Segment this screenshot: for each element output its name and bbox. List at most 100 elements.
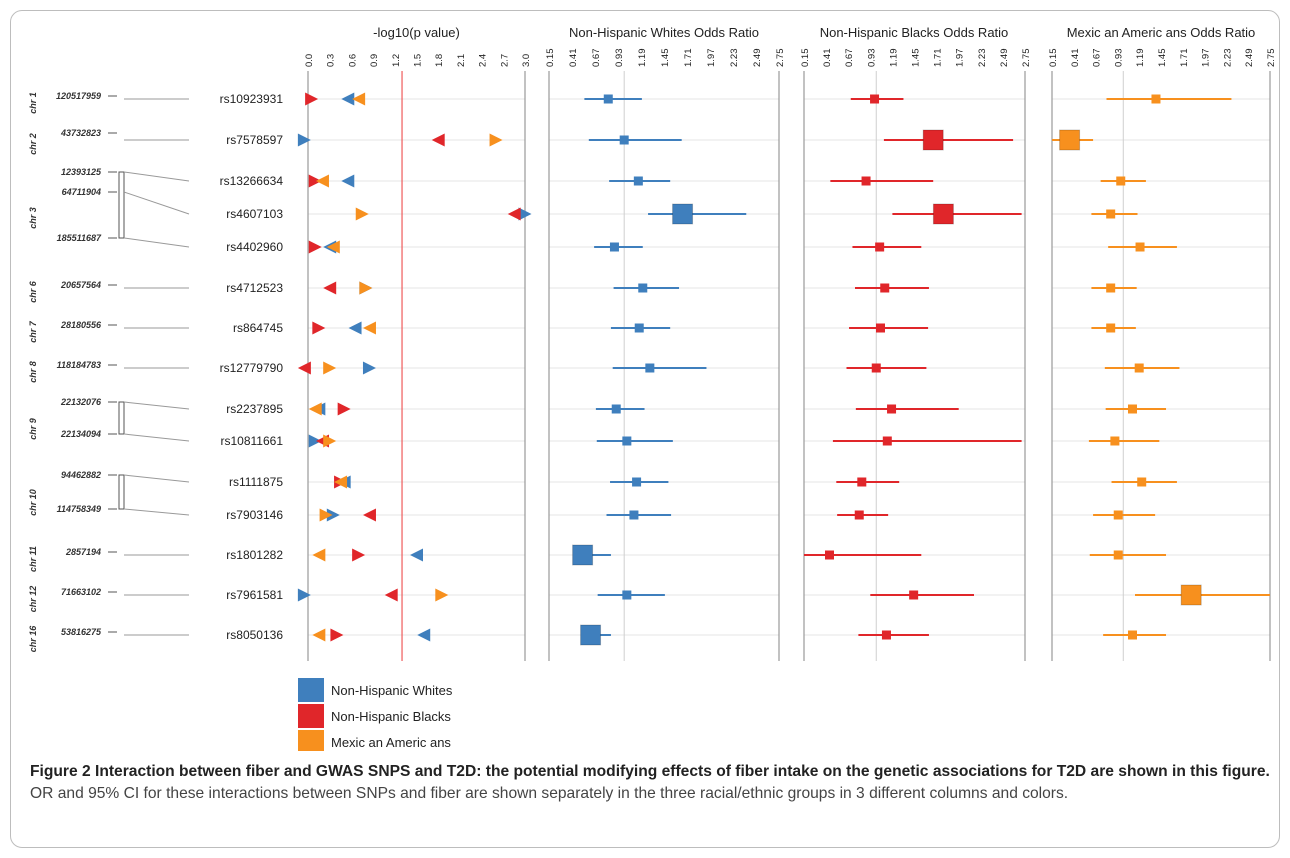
pvalue-marker bbox=[362, 321, 376, 335]
odds-ratio-marker bbox=[825, 550, 834, 560]
pvalue-tick-label: 0.9 bbox=[369, 54, 380, 67]
pvalue-tick-label: 1.8 bbox=[434, 54, 445, 67]
legend-label: Non-Hispanic Blacks bbox=[331, 709, 451, 724]
odds-ratio-marker bbox=[1151, 94, 1161, 104]
pvalue-marker bbox=[359, 281, 373, 295]
chromosome-label: chr 7 bbox=[28, 320, 38, 343]
chromosome-bar bbox=[118, 401, 125, 435]
pvalue-marker bbox=[319, 508, 333, 522]
pvalue-tick-label: 0.0 bbox=[304, 54, 315, 67]
pvalue-tick-label: 1.5 bbox=[413, 54, 424, 67]
odds-ratio-marker bbox=[1127, 630, 1137, 640]
odds-ratio-marker bbox=[619, 135, 629, 145]
or-tick-label: 1.71 bbox=[1179, 49, 1190, 68]
odds-ratio-marker bbox=[876, 323, 885, 333]
or-tick-label: 1.19 bbox=[888, 49, 899, 68]
odds-ratio-marker bbox=[672, 203, 694, 225]
odds-ratio-marker bbox=[1137, 477, 1147, 487]
odds-ratio-marker bbox=[622, 436, 632, 446]
legend-label: Mexic an Americ ans bbox=[331, 735, 451, 750]
chromosome-label: chr 10 bbox=[28, 489, 38, 516]
pvalue-tick-label: 1.2 bbox=[391, 54, 402, 67]
odds-ratio-marker bbox=[609, 242, 619, 252]
pvalue-marker bbox=[362, 508, 376, 522]
pvalue-marker bbox=[341, 174, 355, 188]
panel-title: -log10(p value) bbox=[373, 25, 460, 40]
position-label: 22134094 bbox=[60, 429, 101, 439]
chromosome-label: chr 8 bbox=[28, 361, 38, 383]
or-tick-label: 1.19 bbox=[637, 49, 648, 68]
or-tick-label: 2.49 bbox=[752, 49, 763, 68]
chromosome-label: chr 9 bbox=[28, 418, 38, 440]
chromosome-label: chr 1 bbox=[28, 92, 38, 114]
legend-swatch bbox=[298, 678, 324, 702]
or-tick-label: 2.75 bbox=[775, 49, 786, 68]
pvalue-marker bbox=[348, 321, 362, 335]
odds-ratio-marker bbox=[580, 624, 602, 646]
odds-ratio-marker bbox=[1116, 176, 1126, 186]
or-tick-label: 1.45 bbox=[1157, 49, 1168, 68]
snp-label: rs1111875 bbox=[229, 475, 283, 489]
pvalue-marker bbox=[384, 588, 398, 602]
pvalue-marker bbox=[297, 133, 311, 147]
pvalue-tick-label: 2.4 bbox=[478, 54, 489, 67]
or-tick-label: 1.97 bbox=[1201, 49, 1212, 68]
chromosome-label: chr 3 bbox=[28, 207, 38, 229]
chromosome-label: chr 2 bbox=[28, 133, 38, 155]
position-label: 71663102 bbox=[61, 587, 101, 597]
pvalue-marker bbox=[323, 434, 337, 448]
odds-ratio-marker bbox=[932, 203, 954, 225]
position-label: 28180556 bbox=[60, 320, 102, 330]
pvalue-marker bbox=[489, 133, 503, 147]
pvalue-marker bbox=[410, 548, 423, 562]
panel-title: Non-Hispanic Whites Odds Ratio bbox=[569, 25, 759, 40]
or-tick-label: 0.41 bbox=[822, 49, 833, 68]
odds-ratio-marker bbox=[629, 510, 639, 520]
pvalue-marker bbox=[312, 321, 326, 335]
snp-label: rs10811661 bbox=[221, 434, 284, 448]
odds-ratio-marker bbox=[1106, 323, 1116, 333]
pvalue-marker bbox=[334, 475, 348, 489]
legend-swatch bbox=[298, 730, 324, 751]
pvalue-marker bbox=[326, 508, 340, 522]
caption-body: OR and 95% CI for these interactions bet… bbox=[30, 785, 1069, 802]
or-tick-label: 1.45 bbox=[911, 49, 922, 68]
position-label: 118184783 bbox=[57, 360, 101, 370]
odds-ratio-marker bbox=[645, 363, 655, 373]
chromosome-label: chr 12 bbox=[28, 586, 38, 613]
odds-ratio-marker bbox=[861, 176, 871, 186]
pvalue-marker bbox=[330, 628, 344, 642]
pvalue-marker bbox=[323, 281, 337, 295]
odds-ratio-marker bbox=[1180, 584, 1202, 606]
snp-label: rs1801282 bbox=[226, 548, 283, 562]
or-tick-label: 0.93 bbox=[866, 49, 877, 68]
chromosome-label: chr 6 bbox=[28, 280, 38, 303]
pvalue-marker bbox=[297, 361, 311, 375]
or-tick-label: 1.71 bbox=[933, 49, 944, 68]
odds-ratio-marker bbox=[881, 630, 891, 640]
position-label: 12393125 bbox=[61, 167, 102, 177]
or-tick-label: 0.15 bbox=[545, 49, 556, 68]
pvalue-marker bbox=[315, 174, 329, 188]
pvalue-tick-label: 0.3 bbox=[326, 54, 337, 67]
odds-ratio-marker bbox=[632, 477, 642, 487]
pvalue-marker bbox=[341, 92, 355, 106]
or-tick-label: 0.67 bbox=[1092, 49, 1103, 68]
pvalue-marker bbox=[355, 207, 369, 221]
panel-title: Non-Hispanic Blacks Odds Ratio bbox=[820, 25, 1009, 40]
or-tick-label: 2.23 bbox=[729, 49, 740, 68]
pvalue-tick-label: 2.7 bbox=[499, 54, 510, 67]
pvalue-tick-label: 0.6 bbox=[347, 54, 358, 67]
chromosome-label: chr 16 bbox=[28, 625, 38, 653]
pvalue-marker bbox=[352, 548, 366, 562]
odds-ratio-marker bbox=[1059, 129, 1081, 151]
chromosome-connector bbox=[123, 508, 190, 516]
odds-ratio-marker bbox=[880, 283, 890, 293]
pvalue-marker bbox=[417, 628, 431, 642]
pvalue-tick-label: 2.1 bbox=[456, 54, 467, 67]
position-label: 2857194 bbox=[65, 547, 101, 557]
odds-ratio-marker bbox=[1106, 283, 1116, 293]
odds-ratio-marker bbox=[857, 477, 867, 487]
figure-caption: Figure 2 Interaction between fiber and G… bbox=[30, 761, 1279, 805]
snp-label: rs2237895 bbox=[226, 402, 283, 416]
